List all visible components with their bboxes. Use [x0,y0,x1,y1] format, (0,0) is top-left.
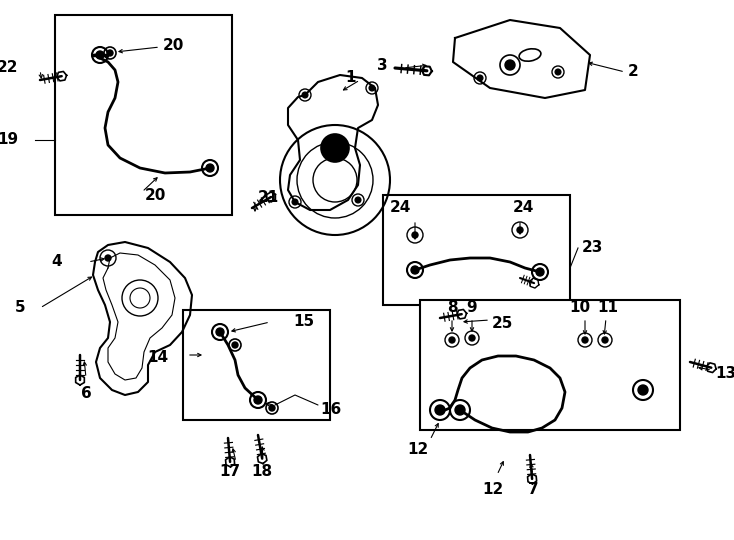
Circle shape [206,164,214,172]
Text: 20: 20 [145,187,167,202]
Circle shape [254,396,262,404]
Text: 23: 23 [582,240,603,255]
Circle shape [292,199,298,205]
Text: 24: 24 [389,200,411,215]
Bar [383,195,570,305]
Text: 9: 9 [467,300,477,315]
Text: 17: 17 [219,464,241,480]
Circle shape [602,337,608,343]
Text: 12: 12 [482,483,504,497]
Circle shape [96,51,104,59]
Bar [55,15,232,215]
Bar [183,310,330,420]
Circle shape [412,232,418,238]
Text: 8: 8 [447,300,457,315]
Circle shape [582,337,588,343]
Circle shape [449,337,455,343]
Circle shape [232,342,238,348]
Circle shape [536,268,544,276]
Text: 7: 7 [528,483,538,497]
Circle shape [105,255,111,261]
Text: 22: 22 [0,60,18,76]
Circle shape [505,60,515,70]
Circle shape [435,405,445,415]
Text: 3: 3 [377,57,388,72]
Circle shape [302,92,308,98]
Ellipse shape [519,49,541,61]
Text: 11: 11 [597,300,619,315]
Text: 10: 10 [570,300,591,315]
Circle shape [638,385,648,395]
Text: 18: 18 [252,464,272,480]
Bar [420,300,680,430]
Text: 6: 6 [81,386,91,401]
Circle shape [321,134,349,162]
Text: 14: 14 [147,349,168,364]
Circle shape [355,197,361,203]
Text: 4: 4 [51,254,62,269]
Text: 13: 13 [715,366,734,381]
Text: 20: 20 [163,37,184,52]
Circle shape [369,85,375,91]
Text: 1: 1 [345,71,355,85]
Text: 16: 16 [320,402,341,417]
Circle shape [455,405,465,415]
Text: 12: 12 [407,442,429,457]
Circle shape [411,266,419,274]
Text: 5: 5 [15,300,25,315]
Text: 19: 19 [0,132,18,147]
Circle shape [216,328,224,336]
Circle shape [555,69,561,75]
Circle shape [269,405,275,411]
Text: 24: 24 [512,200,534,215]
Circle shape [517,227,523,233]
Text: 2: 2 [628,64,639,79]
Text: 15: 15 [293,314,314,329]
Circle shape [469,335,475,341]
Circle shape [107,50,113,56]
Text: 21: 21 [258,191,279,206]
Text: 25: 25 [492,315,513,330]
Circle shape [477,75,483,81]
